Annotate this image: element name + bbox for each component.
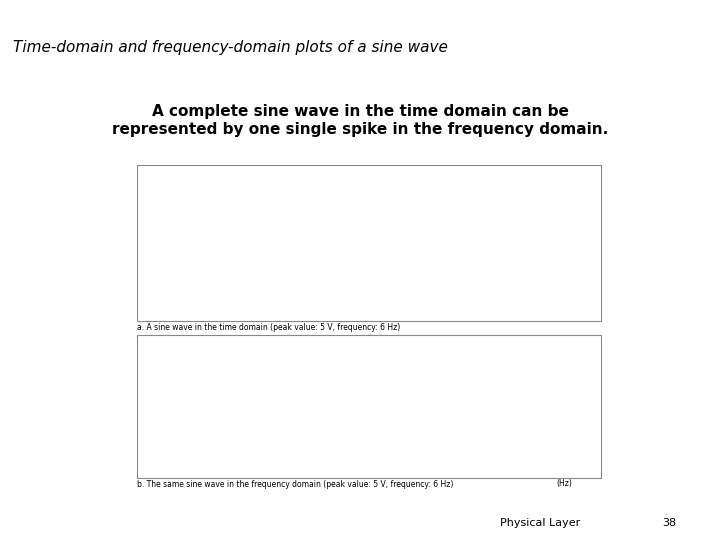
Text: 13: 13: [503, 468, 513, 477]
Text: 7: 7: [343, 468, 348, 477]
Text: (Hz): (Hz): [556, 479, 572, 488]
Text: Frequency: Frequency: [532, 470, 572, 479]
Text: 9: 9: [397, 468, 402, 477]
Text: Amplitude: Amplitude: [150, 357, 190, 367]
Text: b. The same sine wave in the frequency domain (peak value: 5 V, frequency: 6 Hz): b. The same sine wave in the frequency d…: [137, 480, 453, 489]
Text: 4: 4: [261, 468, 266, 477]
Text: Peak value: 5 V: Peak value: 5 V: [154, 197, 213, 206]
Text: a. A sine wave in the time domain (peak value: 5 V, frequency: 6 Hz): a. A sine wave in the time domain (peak …: [137, 323, 400, 332]
Text: Frequency: 6 Hz: Frequency: 6 Hz: [264, 178, 325, 187]
Text: 5: 5: [288, 468, 293, 477]
Text: 6: 6: [315, 468, 320, 477]
Text: 38: 38: [662, 518, 677, 528]
Text: 5: 5: [141, 204, 146, 213]
Text: 12: 12: [476, 468, 486, 477]
Text: 11: 11: [449, 468, 459, 477]
Text: 10: 10: [422, 468, 431, 477]
Text: Amplitude: Amplitude: [148, 174, 187, 184]
Text: (s): (s): [559, 267, 569, 276]
Text: 5: 5: [144, 379, 149, 388]
Text: 1: 1: [179, 468, 184, 477]
Text: 14: 14: [531, 468, 540, 477]
Text: Peak value: 5 V: Peak value: 5 V: [163, 368, 222, 377]
Text: Physical Layer: Physical Layer: [500, 518, 580, 528]
Text: Time: Time: [555, 260, 573, 269]
Text: 2: 2: [207, 468, 212, 477]
Text: 3: 3: [234, 468, 239, 477]
Text: Time-domain and frequency-domain plots of a sine wave: Time-domain and frequency-domain plots o…: [13, 39, 448, 55]
Text: 8: 8: [370, 468, 374, 477]
Text: ...: ...: [509, 242, 521, 252]
Text: A complete sine wave in the time domain can be
represented by one single spike i: A complete sine wave in the time domain …: [112, 104, 608, 137]
